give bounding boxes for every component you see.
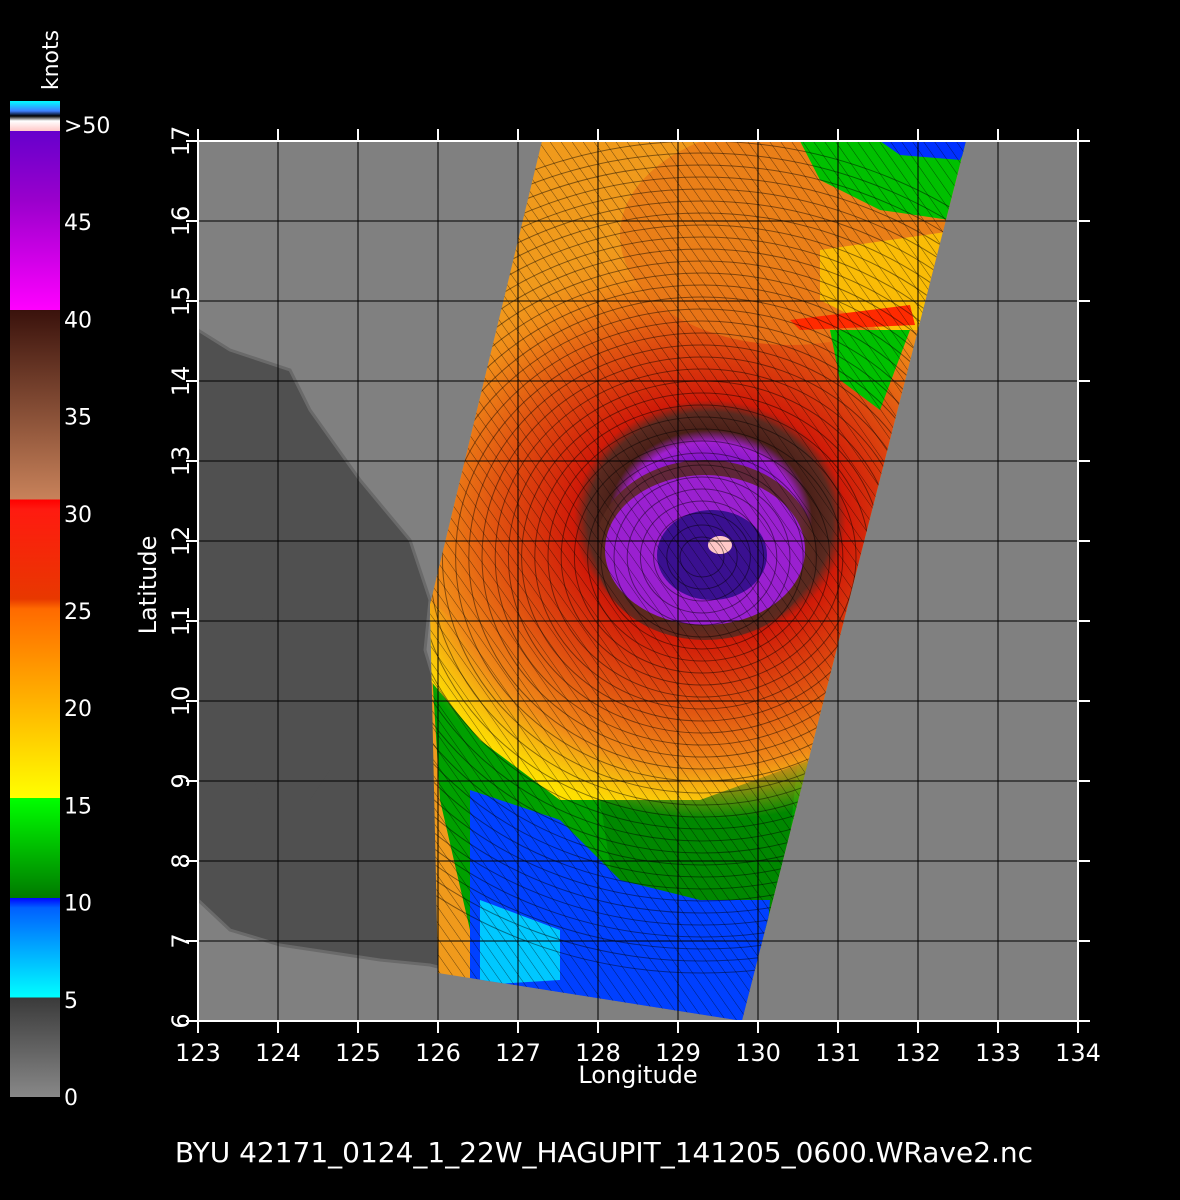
land-island	[290, 640, 350, 700]
wind-streak-ring	[430, 176, 966, 938]
lat-tick-label: 17	[167, 126, 195, 157]
land-island	[210, 540, 290, 620]
lat-tick-label: 15	[167, 286, 195, 317]
lat-tick-label: 9	[167, 773, 195, 788]
wind-streak-ring	[613, 476, 791, 638]
lat-tick-label: 11	[167, 606, 195, 637]
wind-streak-ring	[430, 284, 966, 830]
axis-ticks	[186, 129, 1090, 1033]
wind-streak-ring	[430, 308, 966, 806]
y-axis-label: Latitude	[134, 536, 162, 635]
wind-streak-ring	[547, 416, 857, 698]
wind-streak-ring	[430, 164, 966, 950]
wind-streak-ring	[600, 464, 804, 650]
lon-tick-label: 125	[335, 1039, 381, 1067]
file-caption: BYU 42171_0124_1_22W_HAGUPIT_141205_0600…	[175, 1136, 1033, 1169]
wind-streak-ring	[430, 141, 966, 974]
colorbar-tick-label: 10	[64, 892, 92, 917]
wind-streak-ring	[430, 224, 966, 890]
lat-tick-label: 6	[167, 1013, 195, 1028]
wind-streak-ring	[573, 440, 831, 674]
lat-tick-label: 8	[167, 853, 195, 868]
wind-streak-ring	[430, 212, 966, 902]
colorbar-tick-label: 45	[64, 211, 92, 236]
wind-streak-ring	[430, 200, 966, 914]
lon-tick-label: 129	[655, 1039, 701, 1067]
lat-tick-label: 14	[167, 366, 195, 397]
colorbar-tick-label: 20	[64, 697, 92, 722]
colorbar-tick-label: 5	[64, 989, 78, 1014]
lat-tick-label: 12	[167, 526, 195, 557]
colorbar: knots >50 45 40 35 30 25 20 15 10 5 0	[10, 30, 110, 1111]
wind-streak-ring	[666, 524, 738, 590]
wind-streak-ring	[587, 452, 817, 662]
lon-tick-label: 133	[975, 1039, 1021, 1067]
wind-streak-ring	[639, 500, 765, 614]
colorbar-tick-label: 25	[64, 600, 92, 625]
wind-streak-ring	[679, 536, 725, 578]
colorbar-tick-label: 40	[64, 308, 92, 333]
wind-streak-ring	[430, 272, 966, 842]
lon-tick-label: 126	[415, 1039, 461, 1067]
wind-streak-ring	[560, 428, 844, 686]
lon-tick-label: 130	[735, 1039, 781, 1067]
wind-streak-ring	[430, 248, 966, 866]
colorbar-tick-label: 15	[64, 794, 92, 819]
lat-tick-label: 10	[167, 686, 195, 717]
lat-tick-label: 7	[167, 933, 195, 948]
wind-streak-ring	[430, 236, 966, 878]
wind-streak-ring	[626, 488, 778, 626]
x-axis-label: Longitude	[578, 1061, 697, 1089]
colorbar-tick-label: >50	[64, 114, 110, 139]
colorbar-ramp	[10, 101, 60, 1097]
lon-tick-label: 124	[255, 1039, 301, 1067]
colorbar-unit-label: knots	[39, 30, 64, 90]
wind-streak-ring	[430, 188, 966, 926]
lat-tick-label: 16	[167, 206, 195, 237]
lon-tick-label: 128	[575, 1039, 621, 1067]
wind-streak-ring	[653, 512, 751, 602]
colorbar-tick-label: 35	[64, 406, 92, 431]
lon-tick-label: 131	[815, 1039, 861, 1067]
lon-tick-label: 132	[895, 1039, 941, 1067]
lon-tick-label: 127	[495, 1039, 541, 1067]
wind-streak-ring	[430, 296, 966, 818]
lat-tick-label: 13	[167, 446, 195, 477]
lon-tick-label: 134	[1055, 1039, 1101, 1067]
wind-streak-ring	[430, 260, 966, 854]
wind-streak-ring	[430, 152, 966, 962]
land-island	[250, 740, 330, 805]
map-frame	[197, 140, 1079, 1022]
colorbar-tick-label: 0	[64, 1086, 78, 1111]
lon-tick-label: 123	[175, 1039, 221, 1067]
map-panel: 123 124 125 126 127 128 129 130 131 132 133 134 6 7 8 9…	[134, 126, 1101, 1089]
colorbar-tick-label: 30	[64, 503, 92, 528]
